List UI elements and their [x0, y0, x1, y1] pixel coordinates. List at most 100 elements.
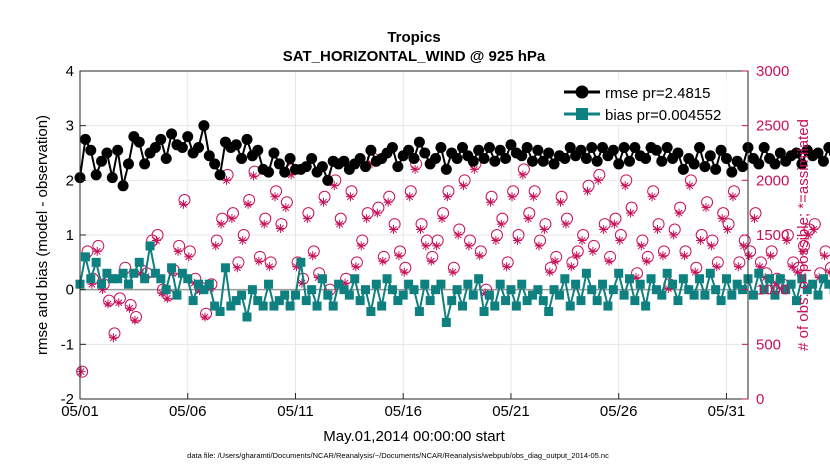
- obs-assimilated-point: [254, 256, 264, 266]
- bias-point: [775, 274, 785, 284]
- bias-point: [107, 274, 117, 284]
- obs-assimilated-point: [464, 241, 474, 251]
- bias-point: [748, 290, 758, 300]
- bias-point: [328, 301, 338, 311]
- bias-point: [194, 279, 204, 289]
- bias-point: [398, 290, 408, 300]
- obs-assimilated-point: [556, 197, 566, 207]
- obs-assimilated-point: [76, 367, 86, 377]
- rmse-point: [823, 142, 830, 154]
- bias-point: [646, 274, 656, 284]
- y-tick-label-right: 3000: [756, 63, 789, 80]
- rmse-point: [155, 133, 167, 145]
- bias-point: [296, 257, 306, 267]
- obs-assimilated-point: [453, 230, 463, 240]
- obs-assimilated-point: [297, 278, 307, 288]
- obs-assimilated-point: [512, 235, 522, 245]
- bias-point: [802, 285, 812, 295]
- obs-assimilated-point: [696, 235, 706, 245]
- obs-assimilated-point: [232, 263, 242, 273]
- y-tick-label-right: 0: [756, 391, 764, 408]
- obs-assimilated-point: [335, 219, 345, 229]
- bias-point: [134, 257, 144, 267]
- bias-point: [188, 296, 198, 306]
- obs-assimilated-point: [658, 251, 668, 261]
- rmse-point: [316, 161, 328, 173]
- rmse-point: [241, 133, 253, 145]
- rmse-point: [758, 142, 770, 154]
- obs-assimilated-point: [728, 192, 738, 202]
- obs-assimilated-point: [679, 251, 689, 261]
- obs-assimilated-point: [803, 230, 813, 240]
- bias-point: [479, 307, 489, 317]
- obs-assimilated-point: [755, 262, 765, 272]
- rmse-point: [640, 152, 652, 164]
- obs-possible-point: [200, 307, 213, 320]
- bias-point: [226, 301, 236, 311]
- rmse-point: [419, 147, 431, 159]
- legend-rmse-label: rmse pr=2.4815: [605, 85, 710, 102]
- rmse-point: [112, 144, 124, 156]
- bias-point: [657, 290, 667, 300]
- rmse-point: [688, 158, 700, 170]
- obs-assimilated-point: [405, 192, 415, 202]
- obs-assimilated-point: [442, 192, 452, 202]
- bias-point: [495, 279, 505, 289]
- obs-assimilated-point: [523, 214, 533, 224]
- rmse-point: [812, 147, 824, 159]
- rmse-point: [769, 158, 781, 170]
- bias-point: [468, 290, 478, 300]
- obs-assimilated-point: [647, 192, 657, 202]
- bias-point: [350, 274, 360, 284]
- rmse-point: [268, 147, 280, 159]
- obs-assimilated-point: [593, 175, 603, 185]
- bias-point: [91, 257, 101, 267]
- obs-assimilated-point: [114, 298, 124, 308]
- rmse-point: [623, 155, 635, 167]
- y-tick-label: 3: [66, 118, 74, 135]
- bias-point: [258, 301, 268, 311]
- rmse-point: [699, 161, 711, 173]
- rmse-point: [521, 142, 533, 154]
- rmse-point: [101, 147, 113, 159]
- obs-assimilated-point: [399, 267, 409, 277]
- rmse-point: [494, 144, 506, 156]
- rmse-point: [306, 152, 318, 164]
- y-tick-label: 0: [66, 282, 74, 299]
- rmse-point: [564, 142, 576, 154]
- bias-point: [377, 301, 387, 311]
- x-tick-label: 05/01: [61, 403, 99, 420]
- rmse-point: [96, 155, 108, 167]
- rmse-point: [774, 147, 786, 159]
- bias-point: [813, 290, 823, 300]
- bias-point: [290, 290, 300, 300]
- bias-point: [118, 268, 128, 278]
- bias-point: [264, 279, 274, 289]
- rmse-point: [117, 180, 129, 192]
- bias-point: [592, 296, 602, 306]
- obs-assimilated-point: [362, 214, 372, 224]
- rmse-point: [737, 161, 749, 173]
- bias-point: [269, 301, 279, 311]
- y-tick-label-right: 1500: [756, 227, 789, 244]
- rmse-point: [360, 161, 372, 173]
- rmse-point: [160, 152, 172, 164]
- bias-point: [700, 290, 710, 300]
- bias-point: [366, 307, 376, 317]
- obs-assimilated-point: [98, 285, 108, 295]
- obs-assimilated-point: [787, 262, 797, 272]
- rmse-point: [580, 152, 592, 164]
- obs-assimilated-point: [92, 246, 102, 256]
- bias-point: [382, 274, 392, 284]
- obs-assimilated-point: [459, 181, 469, 191]
- rmse-point: [263, 166, 275, 178]
- obs-assimilated-point: [415, 225, 425, 235]
- bias-point: [220, 263, 230, 273]
- bias-point: [312, 301, 322, 311]
- bias-point: [441, 317, 451, 327]
- chart-subtitle: SAT_HORIZONTAL_WIND @ 925 hPa: [283, 48, 546, 65]
- rmse-point: [661, 142, 673, 154]
- obs-assimilated-point: [302, 214, 312, 224]
- rmse-point: [284, 152, 296, 164]
